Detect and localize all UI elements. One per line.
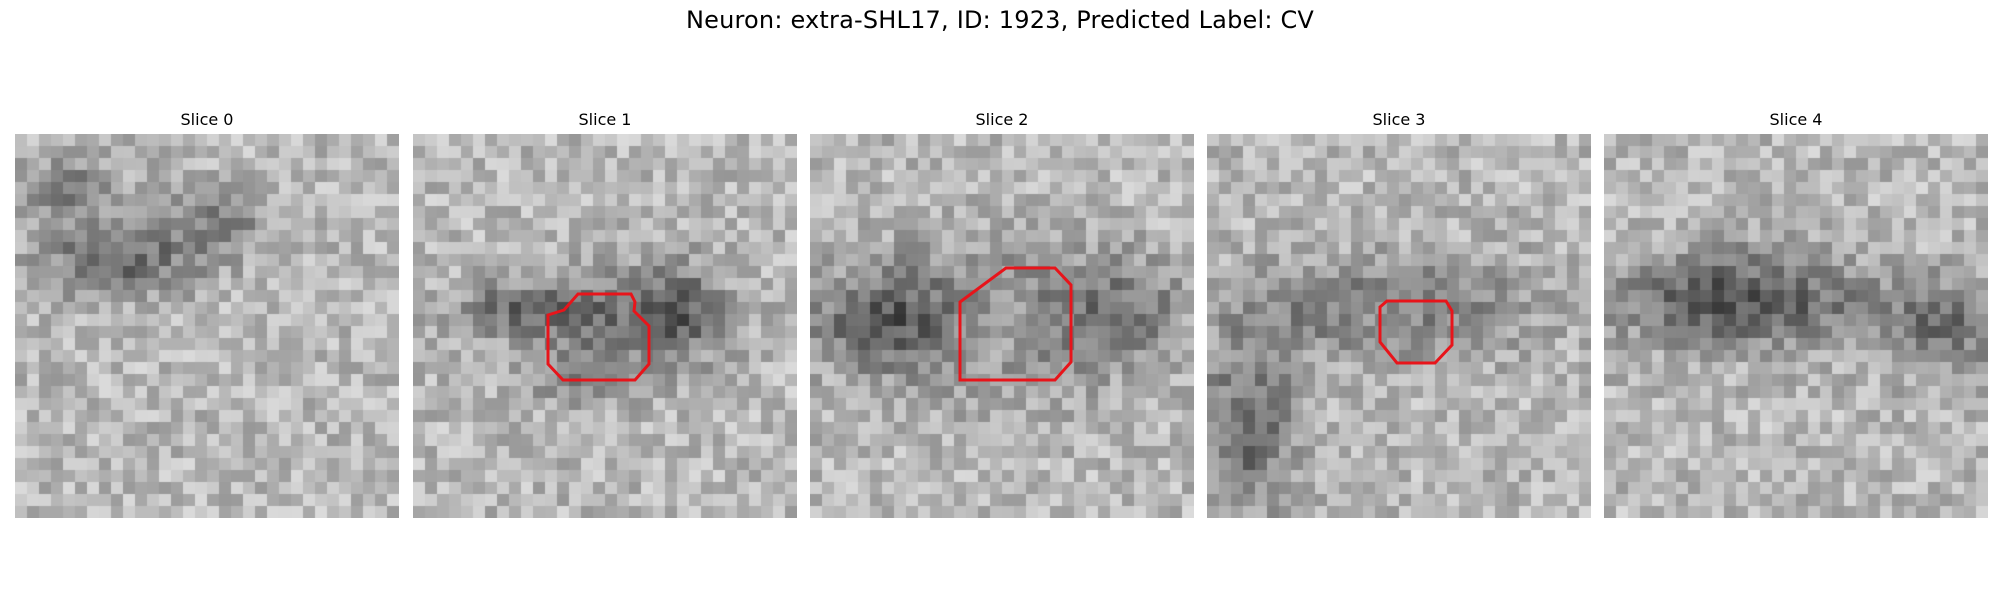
slice-title-1: Slice 1 <box>578 110 632 129</box>
slice-title-0: Slice 0 <box>180 110 234 129</box>
slice-panel-3: Slice 3 <box>1207 108 1591 518</box>
slice-image-3 <box>1207 134 1591 518</box>
slice-title-4: Slice 4 <box>1769 110 1823 129</box>
slice-image-1 <box>413 134 797 518</box>
roi-outline-1 <box>546 292 651 382</box>
slice-image-0 <box>15 134 399 518</box>
slice-panel-4: Slice 4 <box>1604 108 1988 518</box>
slice-image-4 <box>1604 134 1988 518</box>
slice-panel-0: Slice 0 <box>15 108 399 518</box>
slice-title-2: Slice 2 <box>975 110 1029 129</box>
slice-image-2 <box>810 134 1194 518</box>
slice-panel-1: Slice 1 <box>413 108 797 518</box>
roi-outline-2 <box>958 266 1073 382</box>
slice-panel-2: Slice 2 <box>810 108 1194 518</box>
figure-title: Neuron: extra-SHL17, ID: 1923, Predicted… <box>685 6 1315 34</box>
roi-outline-3 <box>1378 299 1454 365</box>
slice-title-3: Slice 3 <box>1372 110 1426 129</box>
